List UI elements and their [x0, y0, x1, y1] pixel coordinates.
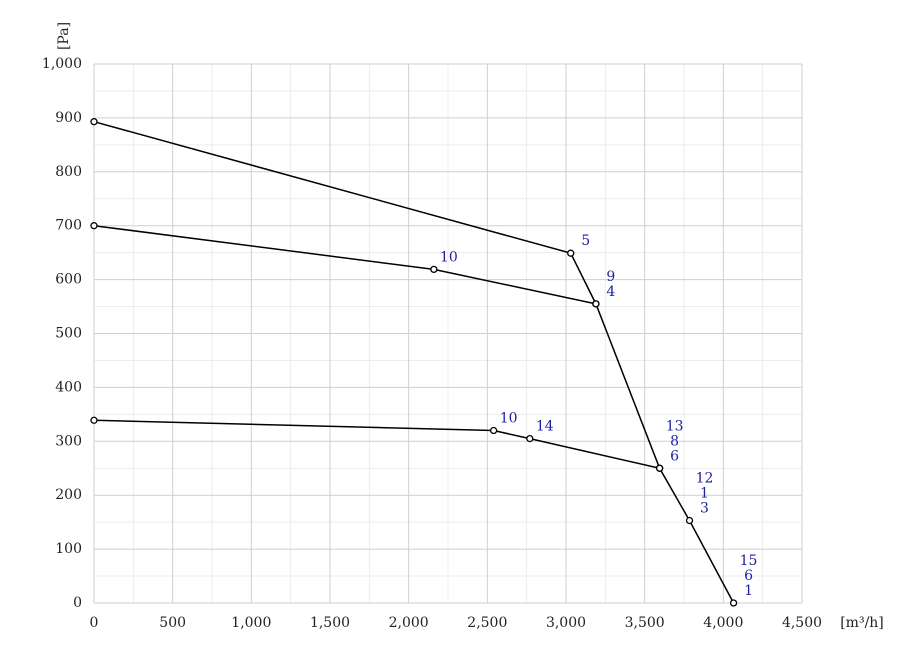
x-tick-label: 4,000 [703, 615, 743, 631]
y-tick-label: 1,000 [42, 56, 82, 72]
x-tick-label: 2,000 [389, 615, 429, 631]
point-label: 14 [536, 419, 554, 435]
point-label: 9 [606, 269, 615, 285]
y-tick-label: 200 [55, 487, 82, 503]
point-label: 15 [740, 553, 758, 569]
y-tick-label: 400 [55, 379, 82, 395]
point-label: 4 [606, 284, 615, 300]
point-label: 1 [700, 486, 709, 502]
point [90, 118, 98, 126]
y-tick-label: 600 [55, 272, 82, 288]
point [526, 434, 534, 443]
point-label: 6 [744, 568, 753, 584]
curve [93, 419, 660, 469]
point-label: 3 [700, 501, 709, 517]
y-tick-label: 800 [55, 164, 82, 180]
x-tick-label: 1,500 [310, 615, 350, 631]
point [430, 265, 438, 274]
point [685, 516, 694, 525]
curve [93, 224, 597, 305]
point [729, 599, 738, 607]
y-tick-label: 500 [55, 326, 82, 342]
point [592, 300, 600, 308]
point [655, 464, 664, 472]
x-tick-label: 1,000 [231, 615, 271, 631]
point-label: 10 [500, 411, 518, 427]
x-tick-label: 3,000 [546, 615, 586, 631]
y-tick-label: 300 [55, 433, 82, 449]
point [90, 416, 98, 424]
point-label: 13 [666, 418, 684, 434]
y-axis-label: [Pa] [56, 22, 72, 50]
y-tick-label: 700 [55, 218, 82, 234]
x-axis-label: [m³/h] [840, 615, 884, 631]
point-label: 12 [696, 471, 714, 487]
x-tick-label: 4,500 [782, 615, 822, 631]
x-tick-label: 2,500 [467, 615, 507, 631]
point [90, 222, 98, 230]
y-tick-label: 900 [55, 110, 82, 126]
point-label: 5 [581, 233, 590, 249]
point [489, 426, 498, 435]
x-tick-label: 0 [90, 615, 99, 631]
point [567, 249, 575, 257]
curve [93, 120, 735, 604]
point-label: 1 [744, 583, 753, 599]
x-tick-label: 500 [159, 615, 186, 631]
point-label: 6 [670, 448, 679, 464]
point-label: 8 [670, 433, 679, 449]
point-label: 10 [440, 249, 458, 265]
x-tick-label: 3,500 [625, 615, 665, 631]
y-tick-label: 100 [55, 541, 82, 557]
y-tick-label: 0 [73, 595, 82, 611]
